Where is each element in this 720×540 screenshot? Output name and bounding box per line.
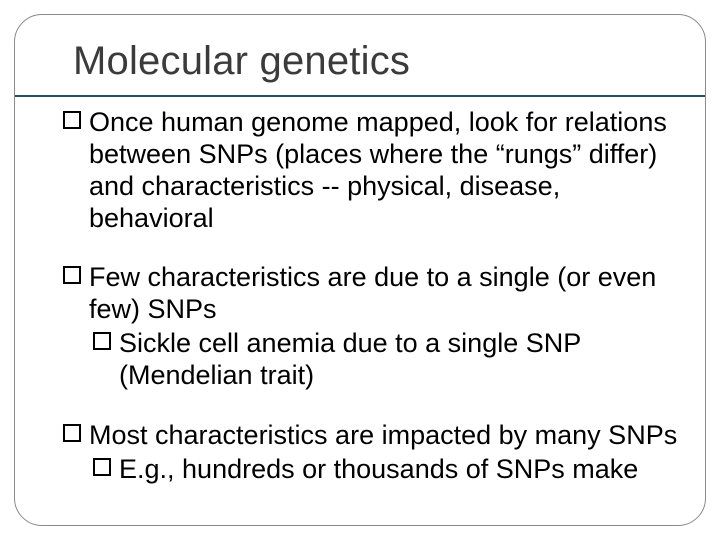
bullet-item: Few characteristics are due to a single … [63, 262, 683, 326]
slide-body: Once human genome mapped, look for relat… [63, 107, 683, 525]
bullet-sub-item: E.g., hundreds or thousands of SNPs make [93, 454, 683, 486]
bullet-text: Sickle cell anemia due to a single SNP (… [119, 328, 581, 390]
square-bullet-icon [63, 111, 81, 129]
title-underline [15, 95, 705, 97]
bullet-text: Few characteristics are due to a single … [89, 262, 656, 324]
bullet-sub-item: Sickle cell anemia due to a single SNP (… [93, 328, 683, 392]
square-bullet-icon [63, 266, 81, 284]
bullet-text: Once human genome mapped, look for relat… [89, 107, 667, 233]
slide-frame: Molecular genetics Once human genome map… [14, 14, 706, 526]
square-bullet-icon [93, 332, 111, 350]
spacer [63, 234, 683, 262]
bullet-item: Most characteristics are impacted by man… [63, 420, 683, 452]
slide: Molecular genetics Once human genome map… [0, 0, 720, 540]
bullet-text: E.g., hundreds or thousands of SNPs make [119, 454, 638, 484]
bullet-text: Most characteristics are impacted by man… [89, 420, 677, 450]
spacer [63, 392, 683, 420]
square-bullet-icon [63, 424, 81, 442]
slide-title: Molecular genetics [73, 39, 410, 84]
bullet-item: Once human genome mapped, look for relat… [63, 107, 683, 234]
square-bullet-icon [93, 458, 111, 476]
